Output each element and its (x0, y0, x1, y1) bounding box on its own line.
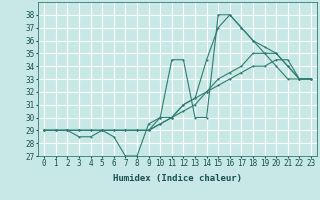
X-axis label: Humidex (Indice chaleur): Humidex (Indice chaleur) (113, 174, 242, 183)
